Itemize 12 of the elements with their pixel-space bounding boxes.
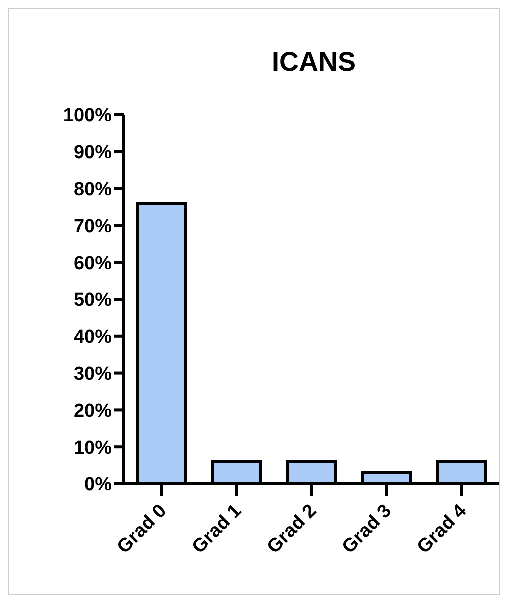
y-tick-label: 60%	[74, 253, 112, 274]
y-tick-label: 0%	[84, 474, 112, 496]
y-tick-label: 80%	[74, 180, 112, 201]
y-tick-label: 10%	[74, 438, 112, 459]
y-tick-label: 50%	[74, 290, 112, 312]
y-tick-label: 90%	[74, 142, 112, 164]
chart-title: ICANS	[270, 47, 357, 78]
y-tick-label: 40%	[74, 327, 112, 348]
y-tick-label: 100%	[63, 106, 112, 127]
y-tick-label: 70%	[74, 216, 112, 238]
y-tick-label: 30%	[74, 364, 112, 386]
y-tick-label: 20%	[74, 400, 112, 422]
